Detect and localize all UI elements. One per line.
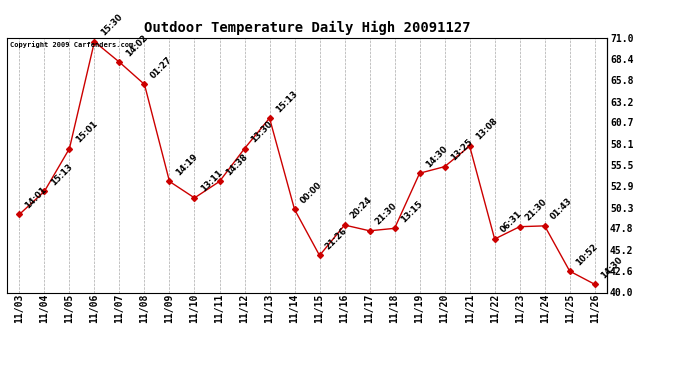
- Text: 13:15: 13:15: [399, 199, 424, 224]
- Text: 14:30: 14:30: [599, 255, 624, 280]
- Text: 00:00: 00:00: [299, 180, 324, 205]
- Text: Copyright 2009 Carfenders.com: Copyright 2009 Carfenders.com: [10, 41, 133, 48]
- Text: 14:02: 14:02: [124, 33, 149, 58]
- Text: 21:30: 21:30: [524, 197, 549, 222]
- Text: 01:43: 01:43: [549, 196, 574, 222]
- Text: 14:19: 14:19: [174, 152, 199, 177]
- Text: 13:25: 13:25: [448, 137, 474, 162]
- Text: 13:30: 13:30: [248, 119, 274, 144]
- Text: 14:38: 14:38: [224, 152, 249, 177]
- Title: Outdoor Temperature Daily High 20091127: Outdoor Temperature Daily High 20091127: [144, 21, 471, 35]
- Text: 15:13: 15:13: [274, 88, 299, 114]
- Text: 13:11: 13:11: [199, 168, 224, 194]
- Text: 01:27: 01:27: [148, 55, 174, 80]
- Text: 13:08: 13:08: [474, 117, 499, 142]
- Text: 21:26: 21:26: [324, 226, 349, 251]
- Text: 15:01: 15:01: [74, 119, 99, 144]
- Text: 06:31: 06:31: [499, 210, 524, 235]
- Text: 20:24: 20:24: [348, 196, 374, 221]
- Text: 10:52: 10:52: [574, 242, 599, 267]
- Text: 21:30: 21:30: [374, 201, 399, 226]
- Text: 14:01: 14:01: [23, 185, 49, 210]
- Text: 14:30: 14:30: [424, 144, 449, 169]
- Text: 15:30: 15:30: [99, 12, 124, 38]
- Text: 15:13: 15:13: [48, 162, 74, 187]
